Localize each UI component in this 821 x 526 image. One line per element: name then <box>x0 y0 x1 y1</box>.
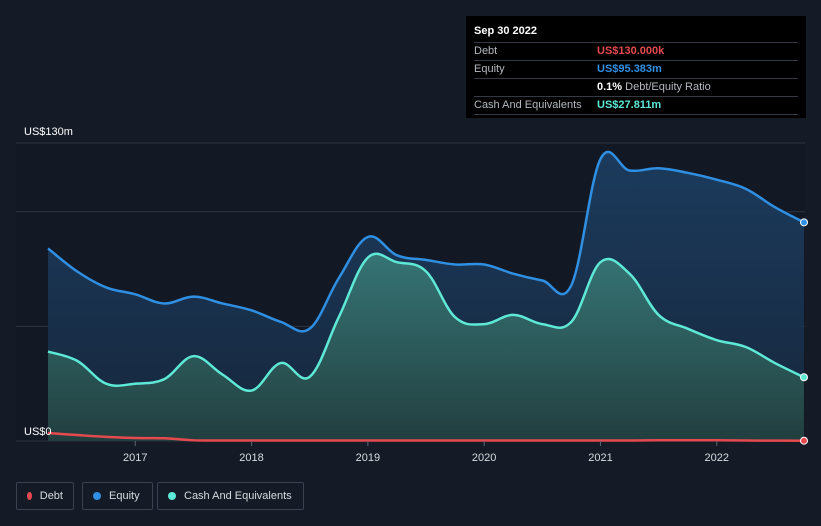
tooltip-label: Equity <box>474 63 505 75</box>
ratio-percent: 0.1% <box>597 81 623 93</box>
x-axis: 2017 2018 2019 2020 2021 2022 <box>123 441 729 464</box>
equity-endpoint <box>800 218 808 227</box>
tooltip-row-debt: Debt US$130.000k <box>474 42 798 60</box>
equity-dot-icon <box>93 492 101 500</box>
tooltip-row-cash: Cash And Equivalents US$27.811m <box>474 96 798 115</box>
cash-dot-icon <box>168 492 176 500</box>
debt-endpoint <box>800 436 808 445</box>
legend-label: Debt <box>39 490 63 502</box>
cash-area <box>48 253 804 441</box>
series-endpoints <box>800 218 808 445</box>
tooltip-label <box>474 79 597 96</box>
tooltip-value-equity: US$95.383m <box>597 63 662 75</box>
tooltip-row-ratio: 0.1% Debt/Equity Ratio <box>474 78 798 96</box>
series-lines <box>47 150 805 442</box>
series-areas <box>48 151 804 442</box>
tooltip-value-debt: US$130.000k <box>597 45 665 57</box>
x-tick-label: 2019 <box>356 452 380 464</box>
tooltip-value-ratio: 0.1% Debt/Equity Ratio <box>597 79 711 96</box>
debt-dot-icon <box>27 492 32 500</box>
tooltip: Sep 30 2022 Debt US$130.000k Equity US$9… <box>466 16 806 118</box>
tooltip-value-cash: US$27.811m <box>597 99 662 111</box>
legend-label: Equity <box>109 490 140 502</box>
legend-item-cash[interactable]: Cash And Equivalents <box>157 482 304 510</box>
tooltip-date: Sep 30 2022 <box>474 25 537 37</box>
x-tick-label: 2021 <box>588 452 612 464</box>
equity-line <box>47 150 805 333</box>
tooltip-label: Cash And Equivalents <box>474 99 582 111</box>
y-axis-bottom-label: US$0 <box>24 426 52 438</box>
legend-label: Cash And Equivalents <box>184 490 292 502</box>
tooltip-row-equity: Equity US$95.383m <box>474 60 798 78</box>
cash-endpoint <box>800 373 808 382</box>
x-tick-label: 2020 <box>472 452 496 464</box>
legend-item-equity[interactable]: Equity <box>82 482 153 510</box>
tooltip-label: Debt <box>474 45 498 57</box>
x-tick-label: 2017 <box>123 452 147 464</box>
legend-item-debt[interactable]: Debt <box>16 482 74 510</box>
debt-line <box>47 431 805 442</box>
ratio-text: Debt/Equity Ratio <box>625 81 711 93</box>
y-axis-top-label: US$130m <box>24 126 73 138</box>
x-tick-label: 2018 <box>239 452 263 464</box>
x-tick-label: 2022 <box>705 452 729 464</box>
cash-line <box>47 252 805 392</box>
